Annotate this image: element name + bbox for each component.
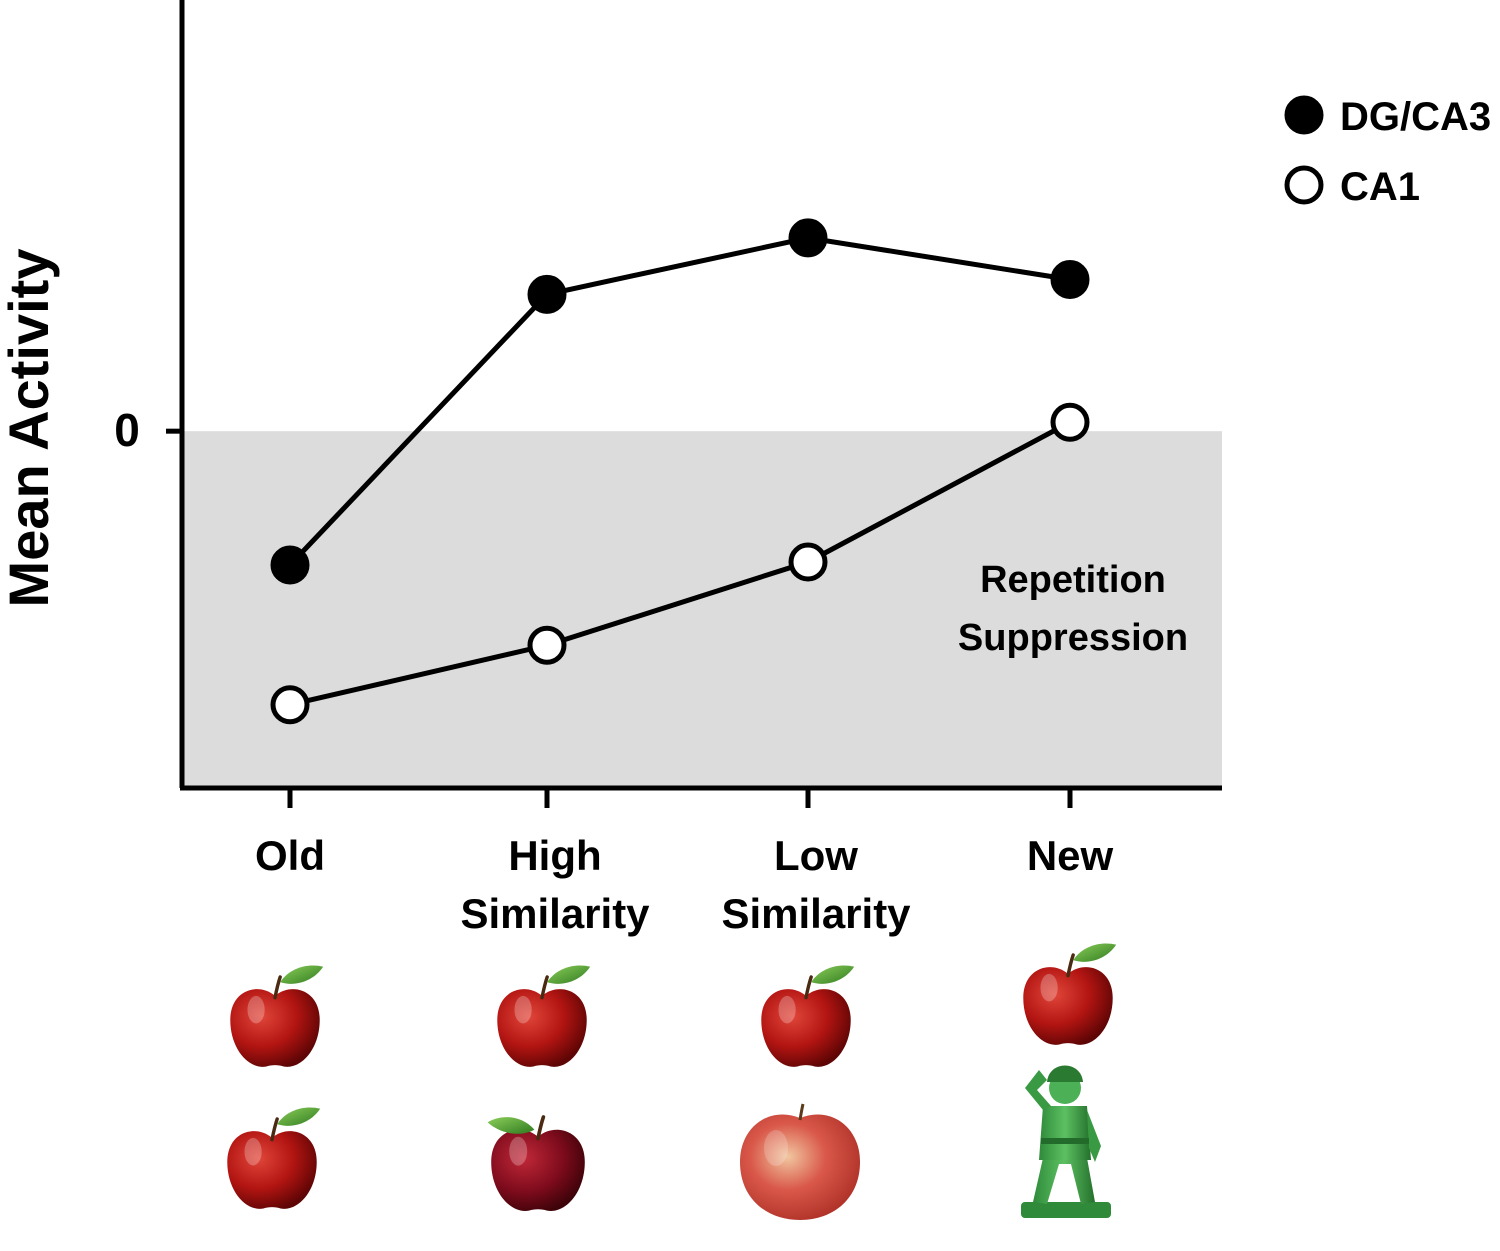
apple-icon — [230, 965, 324, 1067]
x-tick-label: Low Similarity — [721, 832, 911, 937]
data-point-ca1 — [527, 625, 567, 665]
apple-icon — [497, 965, 591, 1067]
legend-marker — [1284, 165, 1324, 205]
stimulus-images — [227, 943, 1117, 1220]
data-point-dg-ca3 — [270, 545, 310, 585]
series-line-dg-ca3 — [288, 235, 1071, 567]
x-tick-label: Old — [255, 832, 325, 879]
apple-icon — [227, 1107, 321, 1209]
y-axis-label: Mean Activity — [0, 249, 60, 608]
y-tick-label: 0 — [114, 404, 140, 456]
x-tick-label-line: Old — [255, 832, 325, 879]
legend-label: DG/CA3 — [1340, 95, 1491, 139]
apple-icon — [740, 1103, 860, 1220]
x-tick-label-line: Similarity — [460, 890, 650, 937]
x-ticks: Old High Similarity Low Similarity New — [255, 788, 1114, 937]
shaded-region-label-line: Suppression — [958, 617, 1188, 659]
x-tick-label-line: Similarity — [721, 890, 911, 937]
shaded-region-label-line: Repetition — [980, 559, 1166, 601]
legend: DG/CA3 CA1 — [1284, 95, 1491, 209]
series-line-ca1 — [289, 420, 1072, 708]
apple-icon — [761, 965, 855, 1067]
x-tick-label-line: High — [508, 832, 601, 879]
legend-label: CA1 — [1340, 165, 1420, 209]
shaded-region-label: Repetition Suppression — [958, 559, 1188, 659]
series-group — [270, 218, 1090, 725]
repetition-suppression-region — [182, 431, 1222, 788]
data-point-dg-ca3 — [788, 218, 828, 258]
data-point-dg-ca3 — [527, 274, 567, 314]
y-ticks: 0 — [114, 404, 182, 456]
x-tick-label-line: New — [1027, 832, 1114, 879]
legend-marker — [1284, 95, 1324, 135]
data-point-ca1 — [1050, 402, 1090, 442]
data-point-ca1 — [270, 685, 310, 725]
x-tick-label: New — [1027, 832, 1114, 879]
x-tick-label-line: Low — [774, 832, 858, 879]
x-tick-label: High Similarity — [460, 832, 650, 937]
toy-soldier-icon — [1021, 1065, 1111, 1218]
apple-icon — [1023, 943, 1117, 1045]
data-point-ca1 — [788, 542, 828, 582]
data-point-dg-ca3 — [1050, 260, 1090, 300]
apple-icon — [487, 1115, 585, 1211]
